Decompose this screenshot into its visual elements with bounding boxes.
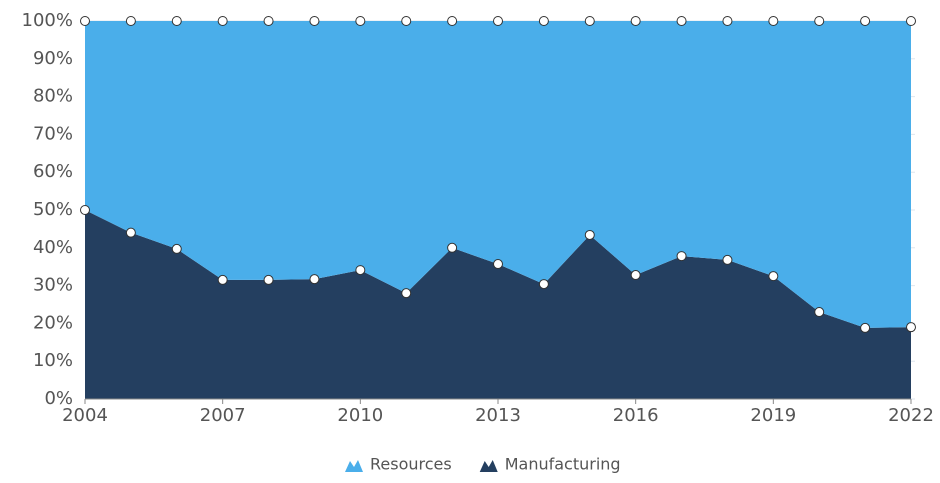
y-tick-label: 100%: [22, 10, 73, 31]
point: [263, 16, 274, 26]
y-tick-label: 0%: [44, 388, 73, 409]
x-tick-label: 2016: [613, 405, 659, 426]
y-tick-label: 60%: [33, 161, 73, 182]
x-tick-label: 2019: [750, 405, 796, 426]
x-tick-label: 2022: [888, 405, 934, 426]
point: [401, 16, 412, 26]
y-tick-label: 30%: [33, 275, 73, 296]
point: [125, 16, 136, 26]
x-tick-label: 2007: [200, 405, 246, 426]
y-tick-label: 10%: [33, 350, 73, 371]
point: [80, 205, 90, 215]
point: [355, 265, 366, 276]
point: [217, 16, 228, 26]
point: [906, 322, 916, 333]
point: [722, 16, 733, 26]
point: [355, 16, 366, 26]
x-tick-label: 2004: [62, 405, 108, 426]
point: [309, 16, 320, 26]
x-tick-label: 2010: [337, 405, 383, 426]
point: [906, 16, 916, 26]
area: [85, 21, 911, 328]
point: [309, 274, 320, 285]
point: [538, 279, 549, 290]
y-tick-label: 50%: [33, 199, 73, 220]
point: [401, 288, 412, 299]
legend-label: Resources: [370, 455, 452, 474]
point: [768, 271, 779, 282]
point: [171, 243, 182, 254]
legend-label: Manufacturing: [505, 455, 621, 474]
point: [447, 16, 458, 26]
point: [493, 259, 503, 270]
y-tick-label: 80%: [33, 86, 73, 107]
point: [814, 16, 825, 26]
point: [814, 307, 825, 318]
point: [171, 16, 182, 26]
area: [85, 210, 911, 399]
point: [722, 254, 733, 265]
y-tick-label: 20%: [33, 312, 73, 333]
y-tick-label: 90%: [33, 48, 73, 69]
legend-icon: [479, 460, 498, 472]
point: [125, 227, 136, 238]
point: [768, 16, 779, 26]
point: [584, 229, 595, 240]
point: [860, 322, 871, 333]
point: [447, 242, 458, 253]
point: [676, 16, 687, 26]
x-tick-label: 2013: [475, 405, 521, 426]
y-tick-label: 70%: [33, 123, 73, 144]
point: [584, 16, 595, 26]
legend-icon: [345, 460, 363, 472]
point: [630, 270, 641, 281]
point: [676, 251, 687, 262]
point: [80, 16, 90, 26]
point: [263, 274, 274, 285]
point: [217, 274, 228, 285]
point: [538, 16, 549, 26]
point: [493, 16, 503, 26]
y-tick-label: 40%: [33, 237, 73, 258]
point: [860, 16, 871, 26]
point: [630, 16, 641, 26]
